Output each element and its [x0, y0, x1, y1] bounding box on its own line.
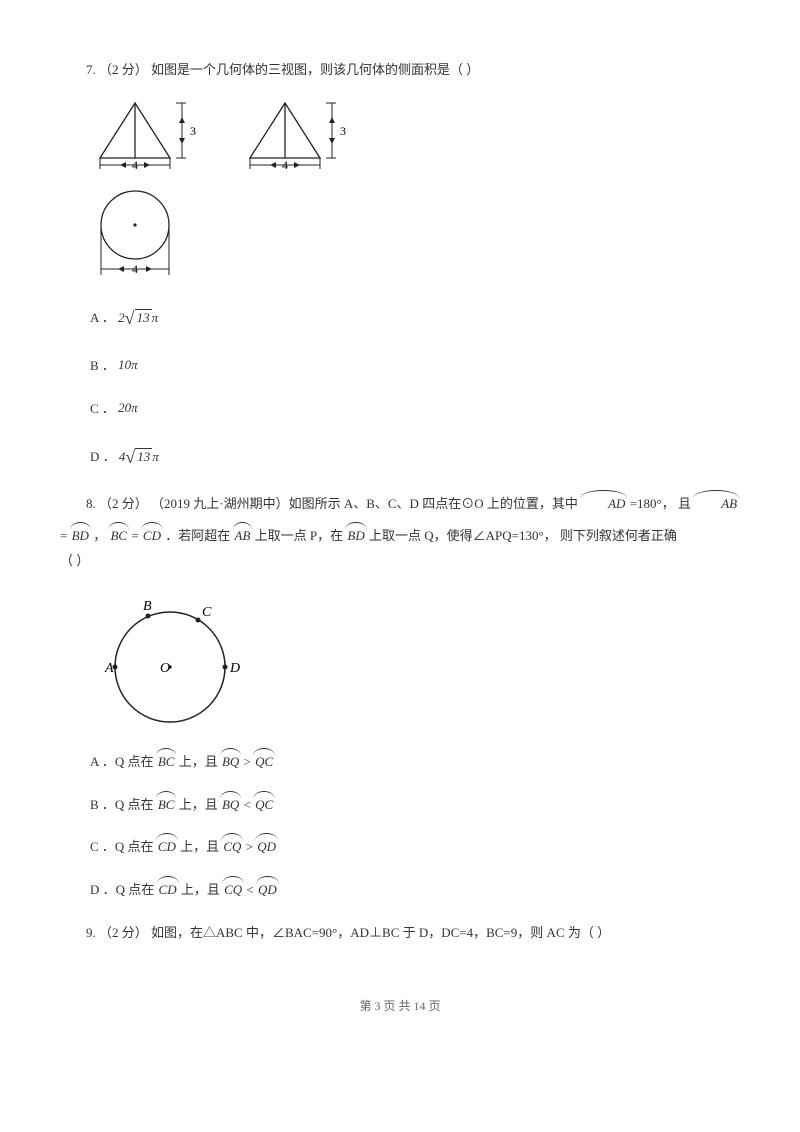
q7-stem: 7. （2 分） 如图是一个几何体的三视图，则该几何体的侧面积是（ ）: [60, 58, 740, 83]
q8-option-a[interactable]: A ．Q 点在 BC 上，且 BQ > QC: [90, 750, 740, 775]
q7-figures: 4 3 4 3: [90, 93, 740, 173]
svg-text:4: 4: [282, 158, 288, 172]
svg-text:O: O: [160, 661, 170, 676]
q7-option-c[interactable]: C ． 20π: [90, 396, 740, 421]
q7-side-view: 4 3: [240, 93, 350, 173]
svg-text:B: B: [143, 599, 152, 614]
q7-top-view-row: 4: [90, 183, 740, 283]
q7-height-label: 3: [190, 124, 196, 138]
q7-base-label: 4: [132, 158, 138, 172]
q7-option-b[interactable]: B ． 10π: [90, 353, 740, 378]
q8-stem-line2: = BD ， BC = CD ．若阿超在 AB 上取一点 P，在 BD 上取一点…: [60, 524, 740, 549]
q7-option-d[interactable]: D ． 4√13π: [90, 440, 740, 474]
q8-stem-line3: （ ）: [60, 549, 740, 574]
q8-stem: 8. （2 分） （2019 九上·湖州期中）如图所示 A、B、C、D 四点在⊙…: [60, 492, 740, 517]
arc-ab: AB: [694, 492, 738, 517]
svg-text:D: D: [229, 661, 240, 676]
q7-diam-label: 4: [132, 262, 138, 276]
q8-option-b[interactable]: B ．Q 点在 BC 上，且 BQ < QC: [90, 793, 740, 818]
q7-front-view: 4 3: [90, 93, 200, 173]
q9-stem: 9. （2 分） 如图，在△ABC 中，∠BAC=90°，AD⊥BC 于 D，D…: [60, 921, 740, 946]
q8-figure: A D B C O: [90, 592, 740, 732]
svg-text:A: A: [104, 661, 114, 676]
arc-ad: AD: [581, 492, 626, 517]
q8-option-d[interactable]: D ．Q 点在 CD 上，且 CQ < QD: [90, 878, 740, 903]
q8-option-c[interactable]: C ．Q 点在 CD 上，且 CQ > QD: [90, 835, 740, 860]
svg-text:3: 3: [340, 124, 346, 138]
q7-top-view: 4: [90, 183, 190, 283]
q7-option-a[interactable]: A ． 2√13π: [90, 301, 740, 335]
page-footer: 第 3 页 共 14 页: [60, 995, 740, 1018]
svg-text:C: C: [202, 605, 212, 620]
